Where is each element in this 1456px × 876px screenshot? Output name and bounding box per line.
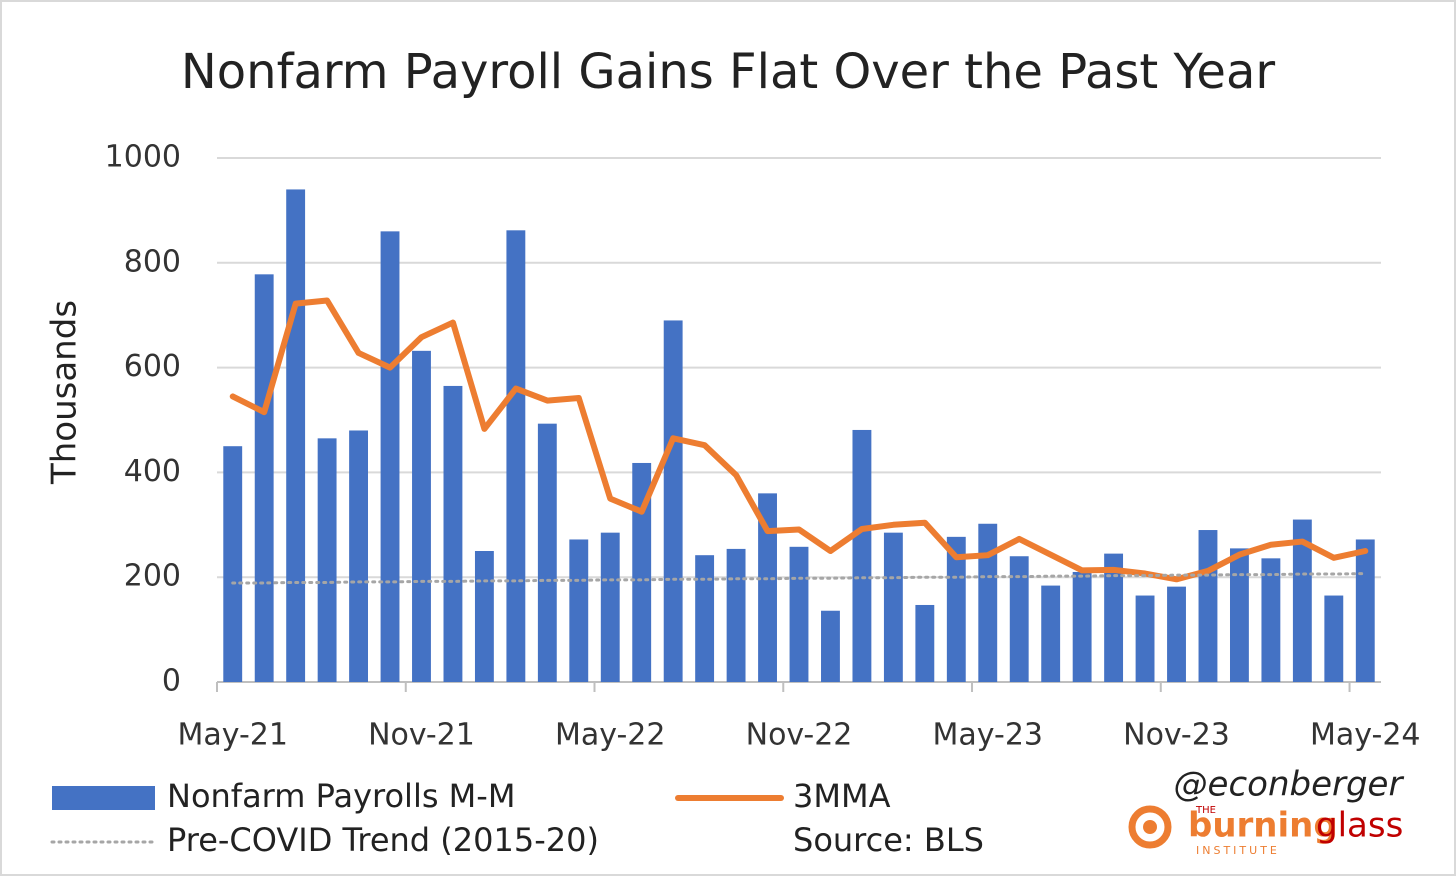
logo-the: THE [1195,805,1216,816]
bar [726,548,746,682]
bar [1324,595,1344,682]
bar [1167,586,1186,682]
bar [1009,556,1029,682]
bar [1229,548,1249,682]
logo: THE burning glass INSTITUTE [1128,805,1403,857]
y-tick-label: 200 [124,559,181,594]
bar [412,350,431,682]
logo-institute: INSTITUTE [1196,844,1280,857]
legend: Nonfarm Payrolls M-M 3MMA Pre-COVID Trend … [50,777,984,859]
bar [1041,585,1061,682]
y-tick-label: 400 [124,454,181,489]
bar [852,429,872,682]
bar [600,532,620,682]
bar [317,438,337,682]
x-tick-label: Nov-23 [1123,718,1230,753]
bar [695,555,715,682]
bar [663,320,683,682]
y-tick-label: 800 [124,244,181,279]
legend-swatch [52,786,155,810]
bar [1261,558,1281,682]
line [231,572,1367,585]
bar [1072,571,1092,682]
legend-label: 3MMA [793,777,891,815]
bar [758,493,777,682]
source: Source: BLS [793,821,984,859]
bar [537,423,557,682]
bar [1292,519,1312,682]
bar [1355,539,1375,682]
x-tick-label: May-23 [933,718,1044,753]
line [229,297,1369,583]
bar [254,274,274,682]
bar [789,546,809,682]
bar [569,539,589,682]
bar [380,231,400,683]
x-tick-label: Nov-21 [368,718,475,753]
bar [632,462,652,682]
bar [915,604,935,682]
y-tick-label: 0 [162,664,181,699]
bar [821,610,840,682]
y-axis-label: Thousands [45,300,85,485]
plot-area: 0 200 400 600 800 1000 May-21 Nov-21 May-22 Nov-2… [105,140,1421,753]
bar [1135,595,1155,682]
bar [474,551,494,682]
legend-label: Pre-COVID Trend (2015-20) [167,821,599,859]
bar [349,430,369,682]
y-tick-label: 600 [124,349,181,384]
chart-title: Nonfarm Payroll Gains Flat Over the Past… [181,44,1275,100]
x-tick-label: Nov-22 [746,718,853,753]
logo-word1: burning [1188,806,1338,846]
bar [286,189,306,682]
x-tick-label: May-24 [1310,718,1421,753]
bar [883,532,903,682]
logo-ring [1128,805,1172,849]
x-tick-label: May-22 [555,718,666,753]
bar [946,536,966,682]
legend-label: Nonfarm Payrolls M-M [167,777,515,815]
logo-word2: glass [1316,806,1403,846]
y-tick-label: 1000 [105,140,181,175]
bar [223,446,243,682]
x-tick-label: May-21 [177,718,288,753]
bar [978,523,998,682]
handle: @econberger [1174,765,1405,805]
logo-center [1143,820,1157,834]
bar [506,230,526,682]
bar [1198,530,1218,682]
bar [443,385,463,682]
bar [1104,553,1124,682]
